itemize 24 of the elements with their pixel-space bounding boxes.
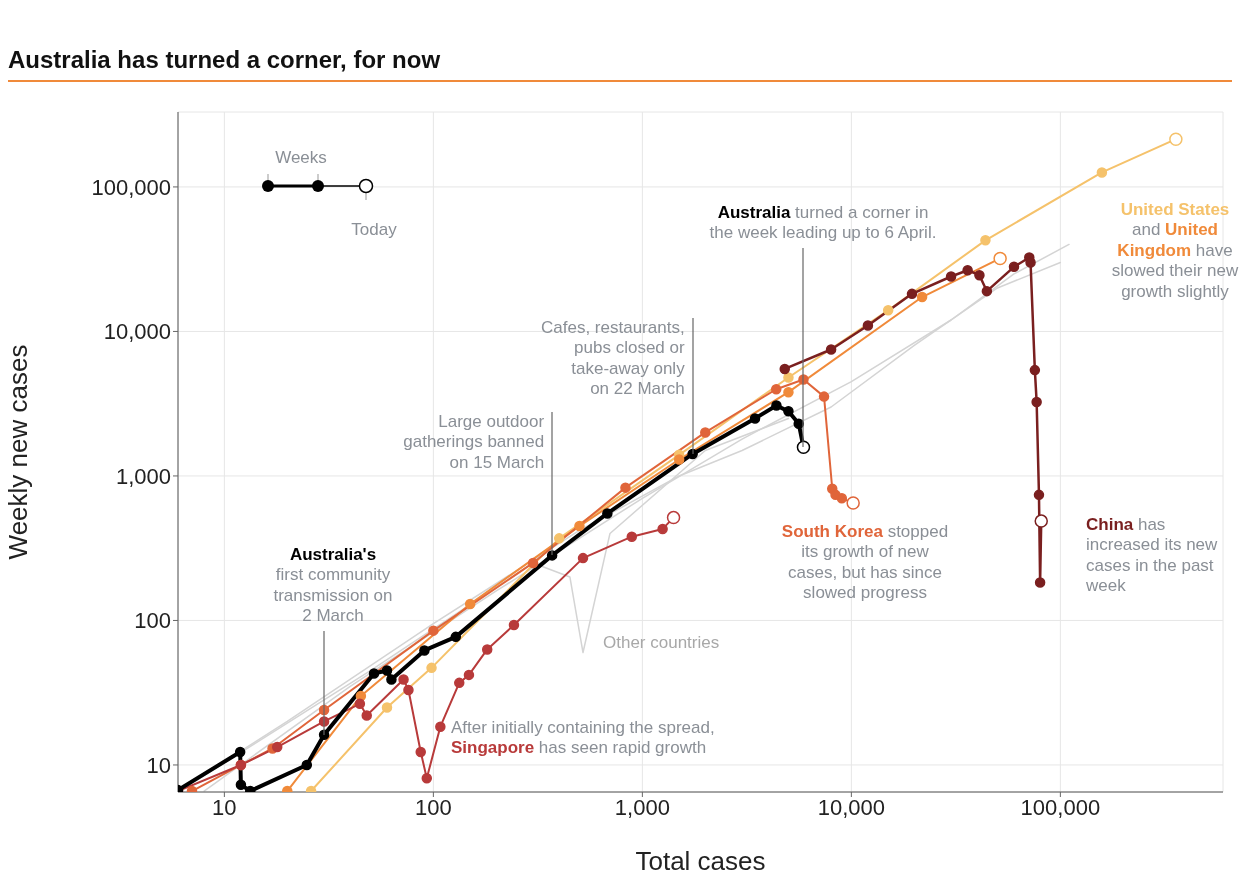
x-tick-label: 100,000: [1020, 794, 1101, 820]
y-tick-label: 10,000: [103, 319, 171, 345]
annotation: China has increased its new cases in the past week: [1086, 515, 1218, 596]
x-tick-label: 10: [212, 794, 237, 820]
annotation: United States and United Kingdom have slowed their new growth slightly: [1111, 200, 1239, 301]
annotation: Large outdoor gatherings banned on 15 March: [403, 412, 545, 472]
x-tick-label: 100: [415, 794, 452, 820]
annotation: Today: [351, 220, 397, 239]
annotation: Australia turned a corner in the week leading up to 6 April.: [709, 203, 937, 243]
annotation: Australia's first community transmission on 2 March: [273, 545, 393, 626]
annotation: After initially containing the spread, Singapore has seen rapid growth: [451, 718, 715, 758]
annotation: South Korea stopped its growth of new cases, but has since slowed progress: [781, 522, 949, 603]
y-tick-label: 100,000: [91, 174, 171, 200]
x-axis-title: Total cases: [635, 846, 766, 876]
chart-title: Australia has turned a corner, for now: [8, 46, 1232, 82]
annotation: Cafes, restaurants, pubs closed or take-away only on 22 March: [541, 318, 685, 399]
annotation: Weeks: [275, 148, 327, 167]
x-tick-label: 10,000: [817, 794, 886, 820]
annotation: Other countries: [603, 633, 720, 652]
x-tick-label: 1,000: [614, 794, 670, 820]
y-tick-label: 100: [134, 608, 171, 634]
y-axis-title: Weekly new cases: [3, 344, 34, 560]
y-tick-label: 10: [146, 752, 171, 778]
y-tick-label: 1,000: [115, 463, 171, 489]
